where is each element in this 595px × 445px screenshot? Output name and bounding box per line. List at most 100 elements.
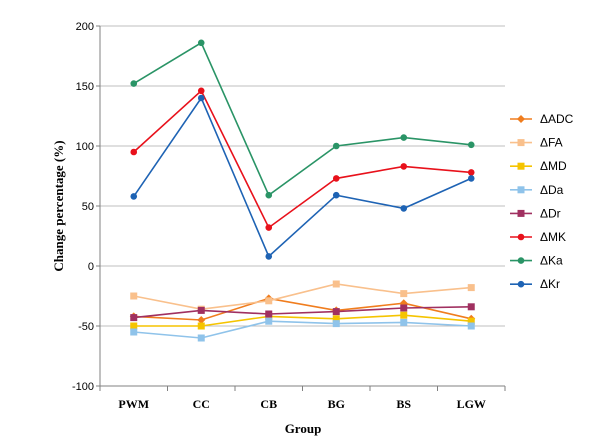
legend-swatch-marker bbox=[517, 209, 525, 217]
data-point bbox=[130, 80, 138, 87]
data-point bbox=[400, 134, 408, 141]
legend-label: ΔMD bbox=[540, 159, 567, 173]
data-point bbox=[130, 314, 138, 322]
legend-swatch-marker bbox=[517, 233, 525, 241]
legend-swatch-marker bbox=[517, 280, 525, 288]
x-category-label: BG bbox=[328, 397, 345, 411]
series-line bbox=[133, 96, 472, 258]
x-category-label: PWM bbox=[118, 397, 149, 411]
series-line bbox=[133, 320, 472, 339]
legend-item: ΔKa bbox=[510, 254, 563, 268]
legend-item: ΔKr bbox=[510, 277, 560, 291]
data-point bbox=[265, 317, 273, 325]
series-ΔMK bbox=[130, 87, 475, 231]
y-tick-label: 200 bbox=[76, 21, 94, 33]
legend-item: ΔDa bbox=[510, 183, 564, 197]
x-category-label: LGW bbox=[457, 397, 486, 411]
data-point bbox=[400, 311, 408, 319]
series-line bbox=[133, 89, 472, 229]
data-point bbox=[197, 316, 206, 324]
data-point bbox=[197, 322, 205, 330]
y-axis-ticks: -100 -50 0 50 100 150 200 bbox=[72, 21, 100, 393]
y-tick-label: 50 bbox=[82, 201, 94, 213]
legend-swatch-marker bbox=[517, 186, 525, 194]
data-point bbox=[197, 306, 205, 314]
legend-label: ΔFA bbox=[540, 136, 563, 150]
series-line bbox=[133, 41, 472, 197]
data-point bbox=[130, 322, 138, 330]
y-tick-label: -100 bbox=[72, 381, 94, 393]
legend-label: ΔKr bbox=[540, 277, 560, 291]
series-line bbox=[133, 314, 472, 327]
series-ΔMD bbox=[130, 311, 475, 330]
series-ΔKa bbox=[130, 39, 475, 199]
data-point bbox=[332, 308, 340, 316]
x-axis-title: Group bbox=[285, 421, 322, 436]
data-point bbox=[400, 304, 408, 312]
series-line bbox=[133, 297, 472, 321]
y-tick-label: 100 bbox=[76, 141, 94, 153]
series-ΔDa bbox=[130, 317, 475, 342]
data-point bbox=[467, 284, 475, 292]
data-point bbox=[467, 317, 475, 325]
data-point bbox=[265, 297, 273, 305]
y-gridlines bbox=[100, 25, 505, 327]
data-point bbox=[265, 310, 273, 318]
y-tick-label: -50 bbox=[78, 321, 94, 333]
data-point bbox=[467, 303, 475, 311]
data-point bbox=[265, 253, 273, 260]
data-point bbox=[467, 141, 475, 149]
series-line bbox=[133, 283, 472, 311]
data-point bbox=[265, 224, 273, 231]
legend-label: ΔDa bbox=[540, 183, 564, 197]
data-point bbox=[197, 94, 205, 102]
series-lines bbox=[129, 39, 476, 342]
legend-swatch-marker bbox=[517, 257, 525, 264]
legend-label: ΔKa bbox=[540, 254, 563, 268]
data-point bbox=[332, 320, 340, 328]
x-category-label: CB bbox=[260, 397, 277, 411]
x-category-label: CC bbox=[193, 397, 210, 411]
series-ΔADC bbox=[129, 294, 476, 324]
series-line bbox=[133, 306, 472, 319]
legend-swatch-marker bbox=[517, 162, 525, 170]
y-tick-label: 150 bbox=[76, 81, 94, 93]
y-axis-title: Change percentage (%) bbox=[51, 140, 66, 271]
data-point bbox=[332, 142, 340, 150]
y-tick-label: 0 bbox=[88, 261, 94, 273]
data-point bbox=[400, 290, 408, 298]
data-point bbox=[467, 322, 475, 330]
data-point bbox=[197, 334, 205, 342]
legend-item: ΔADC bbox=[510, 112, 574, 126]
legend-label: ΔDr bbox=[540, 206, 561, 220]
data-point bbox=[400, 318, 408, 326]
data-point bbox=[197, 87, 205, 95]
data-point bbox=[130, 193, 138, 200]
data-point bbox=[265, 191, 273, 199]
data-point bbox=[332, 315, 340, 323]
legend-label: ΔADC bbox=[540, 112, 574, 126]
legend-label: ΔMK bbox=[540, 230, 566, 244]
data-point bbox=[130, 148, 138, 156]
legend-swatch-marker bbox=[517, 115, 525, 123]
legend-item: ΔFA bbox=[510, 136, 563, 150]
legend-item: ΔMK bbox=[510, 230, 566, 244]
data-point bbox=[332, 175, 340, 182]
legend: ΔADC ΔFA ΔMD ΔDa ΔDr ΔMK ΔKa ΔKr bbox=[510, 112, 574, 291]
legend-swatch-marker bbox=[517, 139, 525, 147]
x-axis-categories: PWM CC CB BG BS LGW bbox=[99, 386, 506, 411]
data-point bbox=[130, 328, 138, 336]
legend-item: ΔMD bbox=[510, 159, 567, 173]
data-point bbox=[400, 163, 408, 170]
data-point bbox=[332, 280, 340, 288]
data-point bbox=[467, 169, 475, 176]
x-category-label: BS bbox=[396, 397, 411, 411]
data-point bbox=[467, 175, 475, 182]
data-point bbox=[197, 39, 205, 47]
data-point bbox=[130, 292, 138, 300]
series-ΔKr bbox=[130, 94, 475, 260]
legend-item: ΔDr bbox=[510, 206, 561, 220]
data-point bbox=[332, 191, 340, 199]
data-point bbox=[400, 205, 408, 212]
